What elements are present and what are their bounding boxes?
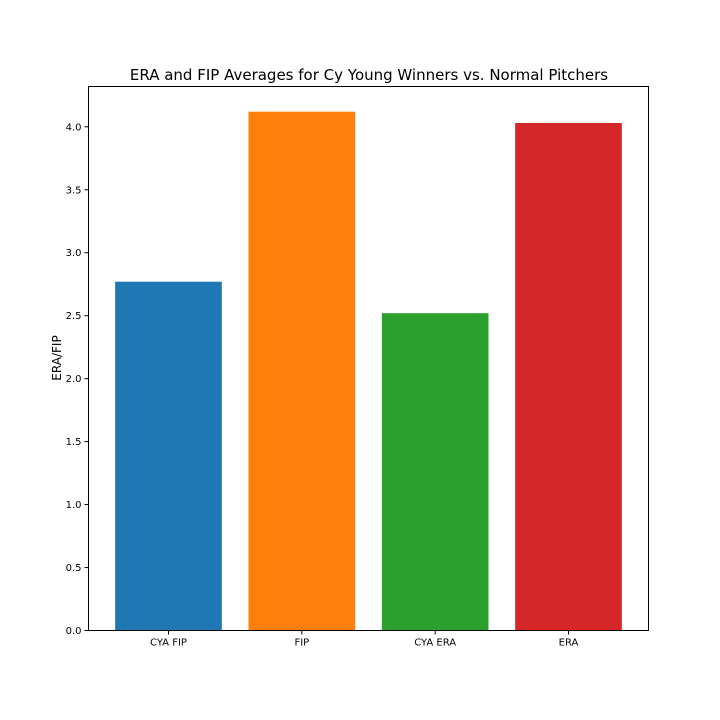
chart-title: ERA and FIP Averages for Cy Young Winner… — [130, 66, 608, 84]
y-tick-label: 4.0 — [66, 122, 82, 133]
x-axis-ticks: CYA FIP FIP CYA ERA ERA — [150, 630, 579, 649]
x-tick-label: CYA ERA — [414, 638, 456, 649]
y-tick-label: 3.5 — [66, 185, 82, 196]
bar-cya-fip — [115, 281, 222, 631]
y-tick-label: 3.0 — [66, 248, 82, 259]
y-axis-ticks: 0.0 0.5 1.0 1.5 2.0 2.5 3.0 3.5 4.0 — [66, 122, 89, 637]
y-axis-label: ERA/FIP — [50, 335, 64, 380]
bar-era — [515, 123, 622, 631]
y-tick-label: 0.5 — [66, 563, 82, 574]
y-tick-label: 1.0 — [66, 500, 82, 511]
x-tick-label: ERA — [559, 638, 579, 649]
y-tick-label: 2.0 — [66, 374, 82, 385]
bar-cya-era — [381, 313, 489, 631]
y-tick-label: 1.5 — [66, 437, 82, 448]
bars-group — [115, 111, 622, 631]
plot-frame — [88, 86, 649, 631]
y-tick-label: 0.0 — [66, 626, 82, 637]
x-tick-label: CYA FIP — [150, 638, 187, 649]
y-tick-label: 2.5 — [66, 311, 82, 322]
bar-fip — [248, 111, 356, 631]
x-tick-label: FIP — [294, 638, 309, 649]
